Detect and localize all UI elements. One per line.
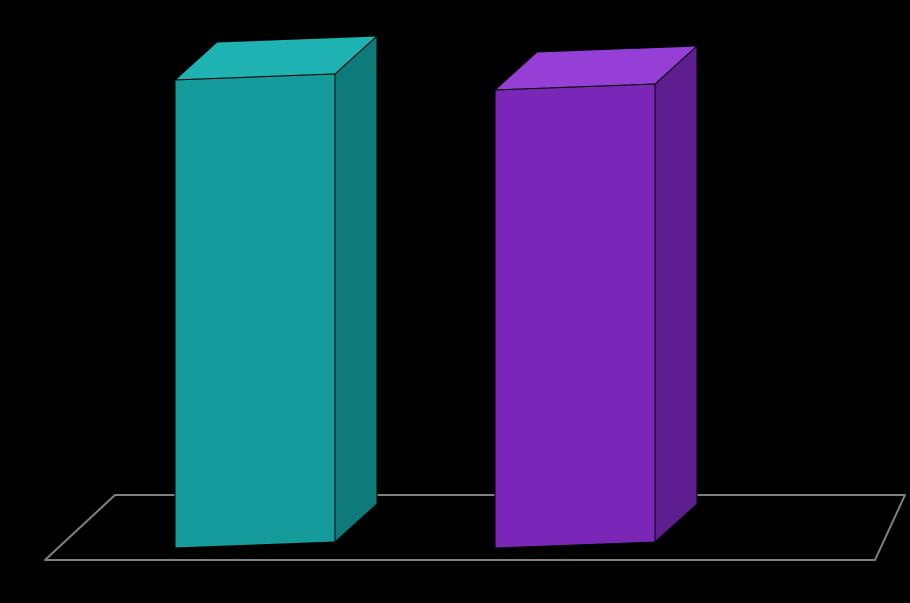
chart-3d-bars [0, 0, 910, 603]
bar-1-side [335, 36, 377, 542]
chart-svg [0, 0, 910, 603]
bar-2-side [655, 46, 697, 542]
chart-floor [45, 495, 905, 560]
bar-1-front [175, 74, 335, 548]
bar-2-front [495, 84, 655, 548]
